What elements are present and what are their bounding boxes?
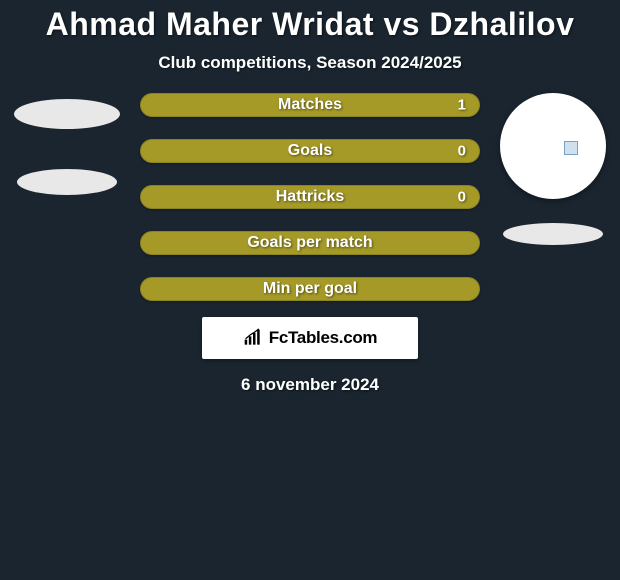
stat-bar: Min per goal xyxy=(140,277,480,301)
stat-bar: Goals 0 xyxy=(140,139,480,163)
player-left-column xyxy=(12,93,122,195)
player-right-avatar xyxy=(500,93,606,199)
stat-bars: Matches 1 Goals 0 Hattricks 0 Goals per match M… xyxy=(140,93,480,301)
stat-bar-label: Goals per match xyxy=(247,234,372,252)
stats-card: Ahmad Maher Wridat vs Dzhalilov Club com… xyxy=(0,0,620,395)
stat-bar-value: 1 xyxy=(458,97,466,114)
player-right-column xyxy=(498,93,608,245)
main-area: Matches 1 Goals 0 Hattricks 0 Goals per match M… xyxy=(0,93,620,301)
source-badge: FcTables.com xyxy=(202,317,418,359)
player-left-silhouette-base xyxy=(17,169,117,195)
stat-bar-value: 0 xyxy=(458,189,466,206)
date-label: 6 november 2024 xyxy=(241,375,379,395)
barchart-icon xyxy=(243,328,263,348)
subtitle: Club competitions, Season 2024/2025 xyxy=(158,53,461,73)
stat-bar-label: Hattricks xyxy=(276,188,344,206)
stat-bar-value: 0 xyxy=(458,143,466,160)
stat-bar: Matches 1 xyxy=(140,93,480,117)
source-label: FcTables.com xyxy=(269,328,378,348)
player-right-silhouette-base xyxy=(503,223,603,245)
stat-bar: Hattricks 0 xyxy=(140,185,480,209)
player-left-silhouette-head xyxy=(14,99,120,129)
stat-bar-label: Min per goal xyxy=(263,280,357,298)
stat-bar: Goals per match xyxy=(140,231,480,255)
page-title: Ahmad Maher Wridat vs Dzhalilov xyxy=(46,6,575,43)
avatar-placeholder-icon xyxy=(564,141,578,155)
stat-bar-label: Matches xyxy=(278,96,342,114)
stat-bar-label: Goals xyxy=(288,142,332,160)
